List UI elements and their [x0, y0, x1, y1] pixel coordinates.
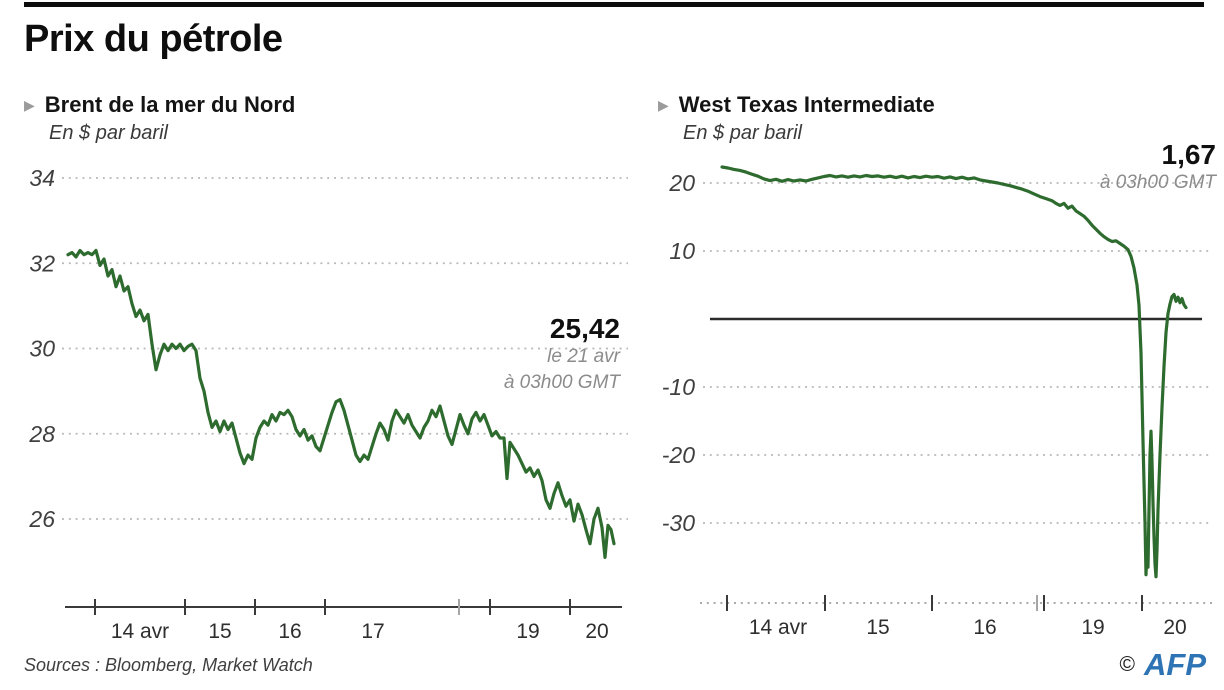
brent-chart-title-row: ▶ Brent de la mer du Nord — [24, 92, 295, 118]
brent-y-labels: 34 32 30 28 26 — [28, 165, 55, 532]
bullet-triangle-icon: ▶ — [24, 97, 35, 113]
wti-chart-title-row: ▶ West Texas Intermediate — [658, 92, 935, 118]
svg-text:19: 19 — [1081, 616, 1104, 639]
svg-text:34: 34 — [29, 165, 55, 191]
copyright-symbol: © — [1119, 653, 1135, 676]
wti-annotation-time: à 03h00 GMT — [1099, 172, 1216, 193]
brent-annotation: 25,42 le 21 avr à 03h00 GMT — [390, 314, 620, 396]
svg-text:16: 16 — [973, 616, 996, 639]
svg-text:14 avr: 14 avr — [111, 620, 169, 643]
wti-chart-title: West Texas Intermediate — [678, 92, 935, 117]
sources-note: Sources : Bloomberg, Market Watch — [24, 655, 313, 675]
brent-chart-header: ▶ Brent de la mer du Nord En $ par baril — [24, 92, 295, 145]
top-rule — [24, 2, 1204, 7]
svg-text:-20: -20 — [662, 442, 695, 468]
brent-annotation-time: à 03h00 GMT — [503, 372, 620, 393]
brent-x-axis — [65, 599, 622, 615]
brent-annotation-date: le 21 avr — [547, 346, 620, 367]
brent-chart-title: Brent de la mer du Nord — [44, 92, 296, 117]
wti-x-axis — [700, 595, 1212, 611]
svg-text:14 avr: 14 avr — [749, 616, 807, 639]
brent-last-price: 25,42 — [549, 313, 620, 344]
svg-text:30: 30 — [29, 336, 55, 362]
svg-text:10: 10 — [669, 238, 695, 264]
wti-x-labels: 14 avr 15 16 19 20 — [749, 616, 1187, 639]
wti-chart-header: ▶ West Texas Intermediate En $ par baril — [658, 92, 935, 145]
svg-text:-10: -10 — [662, 374, 695, 400]
svg-text:20: 20 — [585, 620, 608, 643]
svg-text:-30: -30 — [662, 510, 695, 536]
wti-gridlines — [703, 182, 1212, 524]
wti-chart-subtitle: En $ par baril — [683, 122, 802, 144]
afp-logo: AFP — [1144, 647, 1206, 682]
page-title: Prix du pétrole — [24, 18, 283, 60]
svg-text:15: 15 — [866, 616, 889, 639]
svg-text:28: 28 — [28, 421, 55, 447]
svg-text:20: 20 — [1163, 616, 1186, 639]
svg-text:17: 17 — [361, 620, 384, 643]
wti-y-labels: 20 10 -10 -20 -30 — [662, 170, 695, 536]
brent-chart-subtitle: En $ par baril — [49, 122, 168, 144]
wti-price-line — [720, 165, 1188, 579]
wti-last-price: 1,67 — [1161, 139, 1217, 170]
svg-text:32: 32 — [29, 250, 55, 276]
svg-text:26: 26 — [28, 506, 55, 532]
svg-text:20: 20 — [668, 170, 695, 196]
svg-text:15: 15 — [208, 620, 231, 643]
svg-text:16: 16 — [278, 620, 301, 643]
afp-credit: © AFP — [1120, 647, 1206, 683]
svg-text:19: 19 — [516, 620, 539, 643]
bullet-triangle-icon: ▶ — [658, 97, 669, 113]
brent-x-labels: 14 avr 15 16 17 19 20 — [111, 620, 609, 643]
wti-annotation: 1,67 à 03h00 GMT — [1000, 140, 1216, 196]
brent-price-line — [66, 248, 616, 560]
